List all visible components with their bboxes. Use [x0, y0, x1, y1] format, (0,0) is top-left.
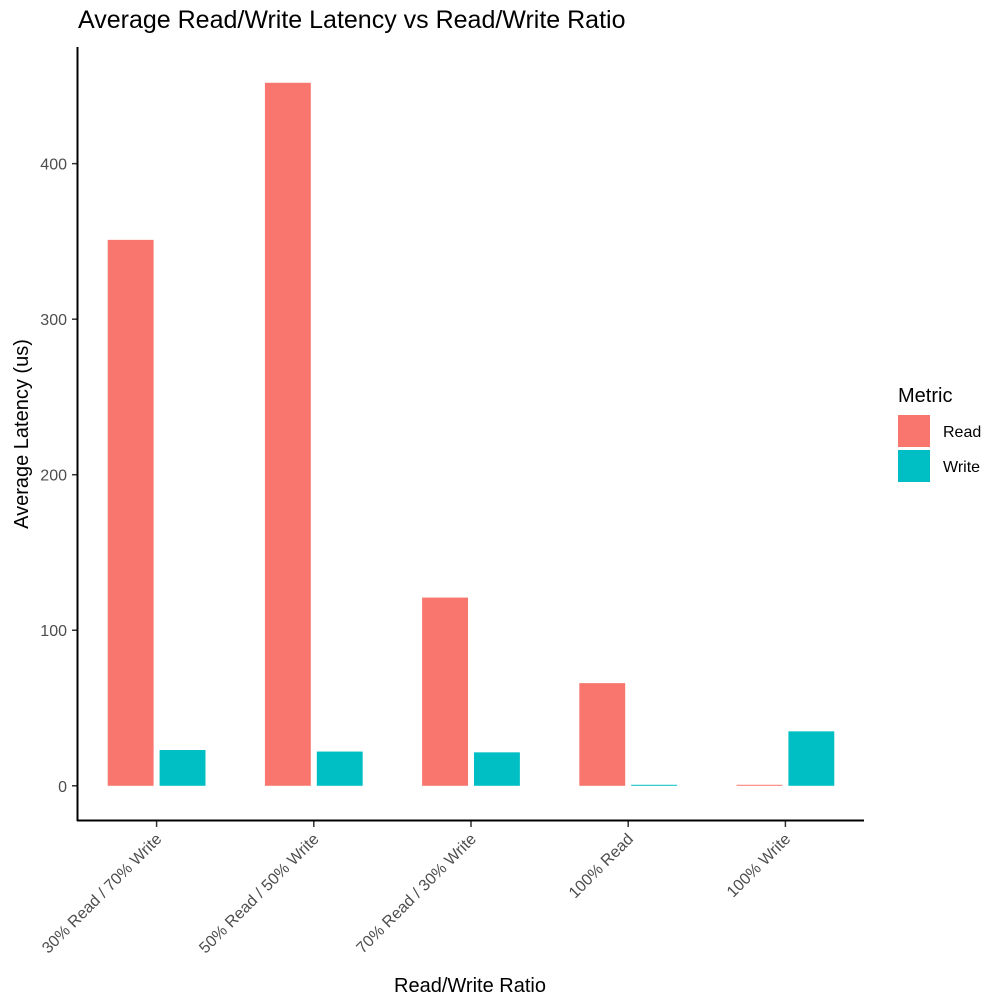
- bar-read: [579, 683, 626, 786]
- bar-read: [736, 784, 783, 786]
- legend-title: Metric: [898, 385, 952, 407]
- chart-title: Average Read/Write Latency vs Read/Write…: [78, 6, 626, 34]
- bar-write: [788, 731, 835, 786]
- bars-group: [107, 82, 835, 786]
- bar-write: [631, 784, 678, 786]
- legend: Metric Read Write: [898, 385, 981, 482]
- x-tick-label: 50% Read / 50% Write: [196, 831, 322, 957]
- bar-read: [264, 82, 311, 786]
- legend-swatch-read: [898, 415, 930, 447]
- bar-write: [316, 751, 363, 786]
- y-tick-label: 100: [40, 623, 67, 640]
- legend-label-write: Write: [943, 459, 980, 476]
- x-tick-label: 100% Write: [724, 831, 794, 901]
- y-tick-label: 200: [40, 468, 67, 485]
- x-tick-label: 70% Read / 30% Write: [354, 831, 480, 957]
- x-tick-label: 100% Read: [566, 831, 637, 902]
- x-tick-label: 30% Read / 70% Write: [39, 831, 165, 957]
- legend-swatch-write: [898, 450, 930, 482]
- bar-write: [159, 750, 206, 786]
- x-axis-title: Read/Write Ratio: [394, 975, 546, 997]
- bar-read: [422, 597, 468, 786]
- bar-write: [474, 752, 520, 786]
- bar-read: [107, 239, 154, 786]
- y-tick-label: 400: [40, 157, 67, 174]
- y-tick-label: 0: [58, 779, 67, 796]
- y-tick-label: 300: [40, 312, 67, 329]
- legend-label-read: Read: [943, 424, 981, 441]
- y-axis-ticks: 0 100 200 300 400: [40, 157, 77, 796]
- y-axis-title: Average Latency (us): [11, 339, 33, 529]
- x-axis-ticks: 30% Read / 70% Write 50% Read / 50% Write…: [39, 821, 794, 957]
